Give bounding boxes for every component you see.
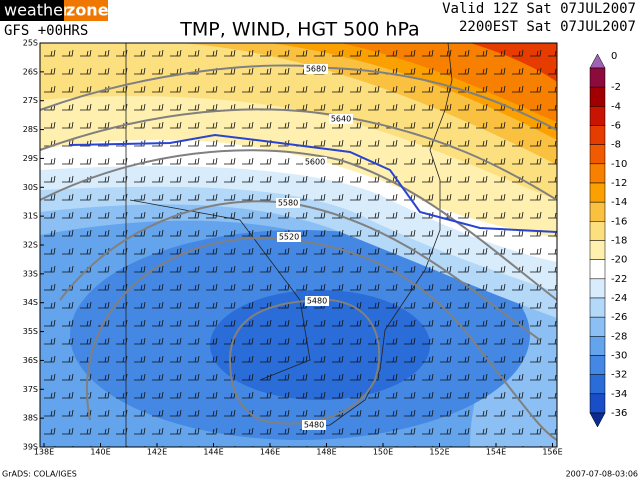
contour-label: 5520 xyxy=(279,233,299,242)
colorbar-label: -2 xyxy=(611,82,621,93)
colorbar-swatch xyxy=(589,278,606,299)
colorbar-swatch xyxy=(589,240,606,260)
colorbar-swatch xyxy=(589,163,606,184)
longitude-label: 138E xyxy=(34,448,54,457)
footer-left: GrADS: COLA/IGES xyxy=(2,470,77,479)
contour-label: 5580 xyxy=(278,199,298,208)
colorbar-swatch xyxy=(589,125,606,145)
colorbar: 0 -2 -4 -6 -8 -10 -12 -14 -16 -18 -20 -22 -24 -26 -28 -… xyxy=(589,51,627,428)
colorbar-swatch xyxy=(589,355,606,375)
contour-labels: 5680 5640 5600 5580 5520 5480 5480 xyxy=(276,64,353,430)
title: TMP, WIND, HGT 500 hPa xyxy=(179,19,419,41)
colorbar-label: -4 xyxy=(611,101,621,112)
longitude-label: 156E xyxy=(542,448,562,457)
colorbar-label: 0 xyxy=(611,51,617,62)
contour-label: 5600 xyxy=(305,158,325,167)
map-axes: 25S 26S 27S 28S 29S 30S 31S 32S 33S 34S 35S 36S 37S 3… xyxy=(23,39,563,457)
latitude-label: 34S xyxy=(23,298,38,307)
colorbar-swatch xyxy=(589,336,606,356)
model-label: GFS +00HRS xyxy=(4,23,88,39)
contour-label: 5640 xyxy=(331,115,351,124)
colorbar-label: -34 xyxy=(611,389,627,400)
longitude-label: 148E xyxy=(316,448,336,457)
latitude-label: 31S xyxy=(23,212,38,221)
latitude-label: 35S xyxy=(23,327,38,336)
contour-label: 5680 xyxy=(306,65,326,74)
colorbar-swatch xyxy=(589,297,606,318)
colorbar-swatch xyxy=(589,374,606,395)
colorbar-swatch xyxy=(589,67,606,88)
longitude-label: 150E xyxy=(373,448,393,457)
colorbar-label: -20 xyxy=(611,255,627,266)
latitude-label: 28S xyxy=(23,125,38,134)
colorbar-swatch xyxy=(589,221,606,241)
footer-right: 2007-07-08-03:06 xyxy=(566,470,638,479)
latitude-label: 32S xyxy=(23,241,38,250)
colorbar-label: -12 xyxy=(611,178,627,189)
latitude-label: 29S xyxy=(23,154,38,163)
colorbar-swatch xyxy=(589,144,606,165)
colorbar-label: -16 xyxy=(611,216,627,227)
longitude-label: 146E xyxy=(260,448,280,457)
valid-time: Valid 12Z Sat 07JUL2007 xyxy=(442,1,636,17)
colorbar-cap xyxy=(589,412,606,428)
longitude-label: 142E xyxy=(147,448,167,457)
latitude-label: 38S xyxy=(23,414,38,423)
local-time: 2200EST Sat 07JUL2007 xyxy=(459,19,636,35)
logo-right: zone xyxy=(66,1,109,20)
colorbar-swatch xyxy=(589,393,606,414)
longitude-label: 154E xyxy=(486,448,506,457)
contour-label: 5480 xyxy=(307,297,327,306)
colorbar-swatch xyxy=(589,86,606,107)
colorbar-label: -14 xyxy=(611,197,627,208)
logo-right-box xyxy=(64,0,108,21)
colorbar-swatch xyxy=(589,201,606,222)
colorbar-label: -10 xyxy=(611,159,627,170)
logo-left-box xyxy=(0,0,64,21)
longitude-label: 152E xyxy=(429,448,449,457)
latitude-label: 25S xyxy=(23,39,38,48)
latitude-label: 30S xyxy=(23,183,38,192)
latitude-label: 33S xyxy=(23,269,38,278)
longitude-label: 140E xyxy=(90,448,110,457)
colorbar-label: -6 xyxy=(611,121,621,132)
latitude-label: 26S xyxy=(23,67,38,76)
colorbar-label: -30 xyxy=(611,351,627,362)
colorbar-swatch xyxy=(589,106,606,126)
freezing-line xyxy=(69,133,557,233)
colorbar-label: -22 xyxy=(611,274,627,285)
colorbar-label: -24 xyxy=(611,293,627,304)
colorbar-swatch xyxy=(589,182,606,203)
longitude-label: 144E xyxy=(203,448,223,457)
colorbar-label: -26 xyxy=(611,312,627,323)
colorbar-label: -32 xyxy=(611,370,627,381)
colorbar-swatch xyxy=(589,316,606,337)
latitude-label: 39S xyxy=(23,443,38,452)
colorbar-cap xyxy=(589,53,606,69)
latitude-label: 27S xyxy=(23,96,38,105)
latitude-label: 36S xyxy=(23,356,38,365)
colorbar-label: -18 xyxy=(611,236,627,247)
map-field: 5680 5640 5600 5580 5520 5480 5480 xyxy=(40,43,557,447)
colorbar-label: -28 xyxy=(611,331,627,342)
logo-left: weather xyxy=(4,1,70,20)
latitude-label: 37S xyxy=(23,385,38,394)
colorbar-label: -36 xyxy=(611,408,627,419)
colorbar-swatch xyxy=(589,259,606,280)
contour-label: 5480 xyxy=(304,421,324,430)
coastline xyxy=(125,43,453,447)
colorbar-label: -8 xyxy=(611,140,621,151)
